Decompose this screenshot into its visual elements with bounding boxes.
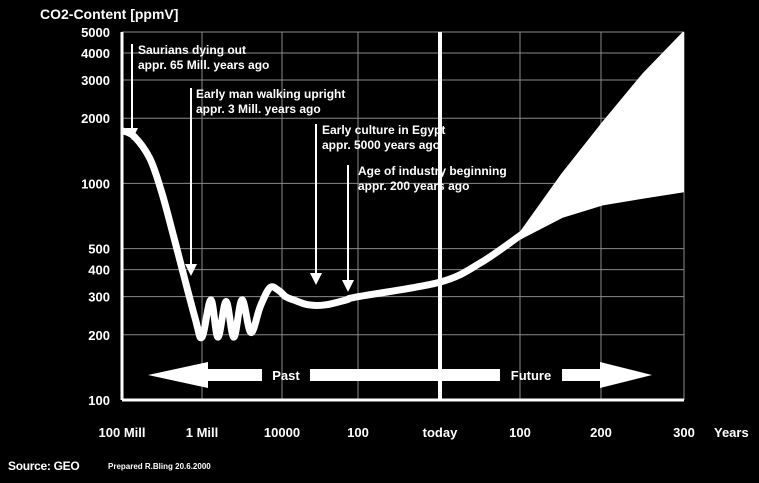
y-tick-label: 3000	[81, 73, 110, 88]
x-tick-label: today	[423, 425, 458, 440]
annotation-arrow-head	[126, 128, 138, 140]
annotation-arrow-head	[310, 273, 322, 285]
annotation-arrow-head	[342, 280, 354, 292]
annotation-title: Saurians dying out	[138, 43, 246, 57]
annotation-title: Age of industry beginning	[358, 164, 507, 178]
y-tick-label: 400	[88, 263, 110, 278]
future-label: Future	[511, 368, 551, 383]
annotation-date: appr. 3 Mill. years ago	[196, 102, 321, 116]
past-label: Past	[272, 368, 300, 383]
x-tick-label: 100 Mill	[99, 425, 146, 440]
past-arrow-head	[148, 362, 262, 388]
annotation-arrow-head	[185, 264, 197, 276]
x-tick-label: 100	[509, 425, 531, 440]
x-tick-label: 100	[347, 425, 369, 440]
y-axis-label: CO2-Content [ppmV]	[40, 6, 178, 22]
past-future-arrow-shaft	[310, 369, 500, 381]
y-tick-label: 100	[88, 393, 110, 408]
future-arrow-head	[562, 362, 652, 388]
x-tick-label: 200	[590, 425, 612, 440]
annotation-date: appr. 5000 years ago	[322, 138, 440, 152]
y-tick-label: 1000	[81, 176, 110, 191]
y-tick-label: 300	[88, 290, 110, 305]
x-axis-label: Years	[714, 425, 749, 440]
y-tick-label: 500	[88, 242, 110, 257]
x-tick-label: 10000	[264, 425, 300, 440]
co2-series-line	[122, 127, 525, 342]
x-tick-label: 300	[673, 425, 695, 440]
annotation-title: Early man walking upright	[196, 87, 345, 101]
y-tick-label: 4000	[81, 46, 110, 61]
annotation-date: appr. 65 Mill. years ago	[138, 58, 269, 72]
annotation-date: appr. 200 years ago	[358, 179, 469, 193]
y-tick-label: 5000	[81, 25, 110, 40]
y-tick-label: 200	[88, 328, 110, 343]
prepared-note: Prepared R.Bling 20.6.2000	[108, 462, 211, 471]
x-tick-label: 1 Mill	[186, 425, 219, 440]
annotation-title: Early culture in Egypt	[322, 123, 445, 137]
source-note: Source: GEO	[8, 459, 80, 473]
projection-band	[520, 32, 684, 240]
y-tick-label: 2000	[81, 111, 110, 126]
